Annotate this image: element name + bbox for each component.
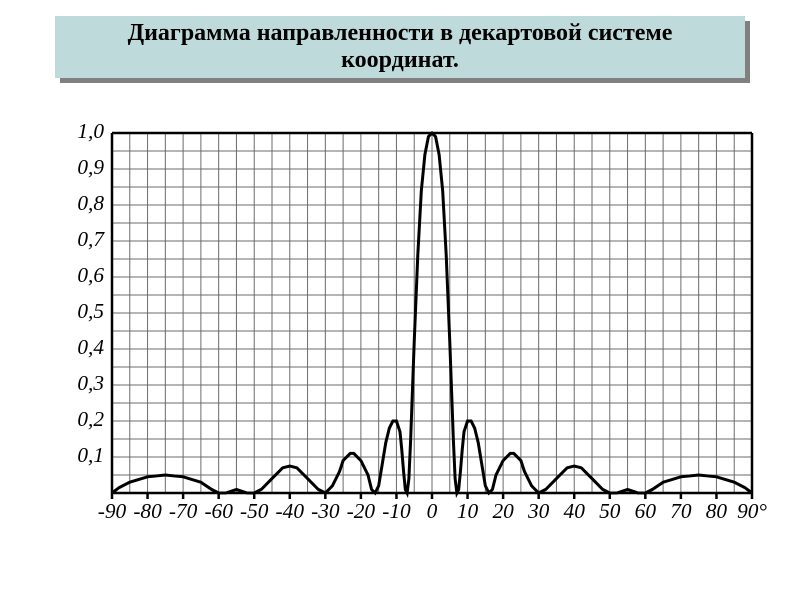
x-tick-label: 90° (737, 499, 767, 523)
x-tick-label: -50 (240, 499, 269, 523)
x-tick-label: -10 (382, 499, 411, 523)
x-tick-label: -30 (311, 499, 340, 523)
y-tick-label: 0,6 (77, 263, 104, 287)
x-tick-label: 70 (670, 499, 692, 523)
x-tick-label: -90 (98, 499, 127, 523)
x-tick-label: 20 (492, 499, 514, 523)
x-tick-label: 60 (635, 499, 657, 523)
y-tick-label: 0,8 (77, 191, 104, 215)
x-tick-label: 10 (457, 499, 479, 523)
y-tick-label: 0,1 (77, 443, 104, 467)
y-tick-label: 1,0 (77, 119, 104, 143)
x-tick-label: 40 (564, 499, 586, 523)
x-tick-label: -60 (204, 499, 233, 523)
x-tick-label: 50 (599, 499, 621, 523)
y-tick-label: 0,4 (77, 335, 104, 359)
x-tick-label: -80 (133, 499, 162, 523)
x-tick-label: 0 (427, 499, 438, 523)
x-tick-label: -70 (169, 499, 198, 523)
x-tick-label: 30 (527, 499, 550, 523)
x-tick-label: -40 (276, 499, 305, 523)
x-tick-label: -20 (347, 499, 376, 523)
x-tick-label: 80 (706, 499, 728, 523)
chart-container: 0,10,20,30,40,50,60,70,80,91,0-90-80-70-… (30, 115, 770, 545)
page-title: Диаграмма направленности в декартовой си… (128, 20, 673, 74)
y-tick-label: 0,9 (77, 155, 104, 179)
y-tick-label: 0,3 (77, 371, 104, 395)
y-tick-label: 0,7 (77, 227, 105, 251)
radiation-pattern-chart: 0,10,20,30,40,50,60,70,80,91,0-90-80-70-… (30, 115, 770, 545)
title-box: Диаграмма направленности в декартовой си… (55, 16, 745, 78)
y-tick-label: 0,2 (77, 407, 104, 431)
y-tick-label: 0,5 (77, 299, 104, 323)
